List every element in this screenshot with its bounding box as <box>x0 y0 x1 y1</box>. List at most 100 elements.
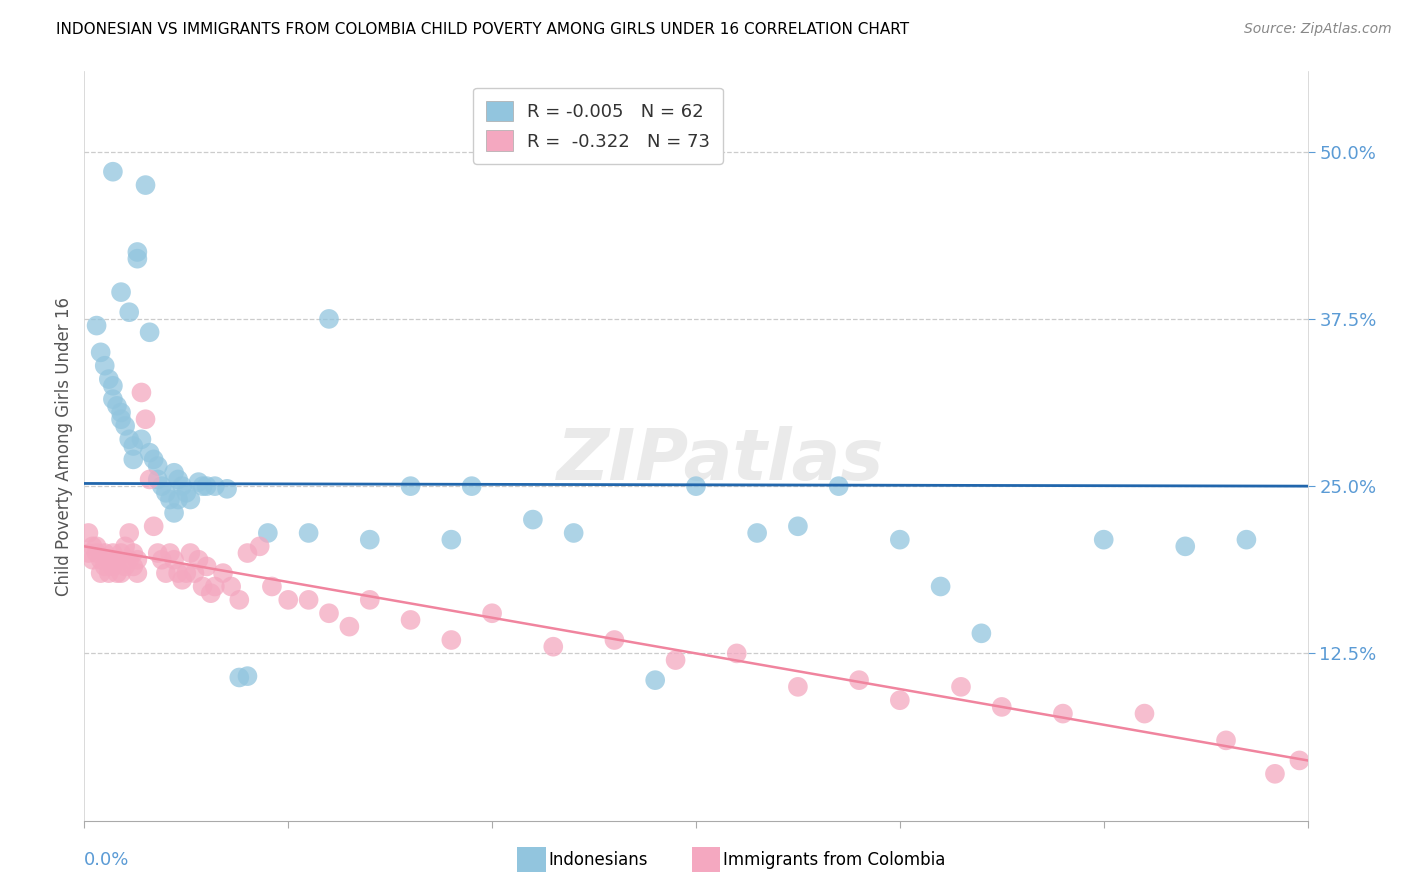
Point <box>122 452 145 467</box>
Point <box>522 513 544 527</box>
Point <box>131 433 153 447</box>
Legend: R = -0.005   N = 62, R =  -0.322   N = 73: R = -0.005 N = 62, R = -0.322 N = 73 <box>474 88 723 164</box>
Point <box>191 479 214 493</box>
Point <box>399 479 422 493</box>
Point <box>644 673 666 688</box>
Point <box>163 553 186 567</box>
Point <box>114 419 136 434</box>
Point <box>138 446 160 460</box>
Point <box>195 479 218 493</box>
Point <box>146 459 169 474</box>
Point <box>1092 533 1115 547</box>
Point <box>183 566 205 581</box>
Point <box>122 546 145 560</box>
Point <box>172 479 194 493</box>
Point <box>86 546 108 560</box>
Point <box>127 566 149 581</box>
Y-axis label: Child Poverty Among Girls Under 16: Child Poverty Among Girls Under 16 <box>55 296 73 596</box>
Point <box>142 519 165 533</box>
Point <box>191 580 214 594</box>
Point <box>828 479 851 493</box>
Point <box>82 553 104 567</box>
Point <box>135 412 157 426</box>
Point <box>150 479 173 493</box>
Point <box>93 559 115 574</box>
Point <box>172 573 194 587</box>
Point <box>86 539 108 553</box>
Point <box>359 533 381 547</box>
Point <box>110 412 132 426</box>
Point <box>150 553 173 567</box>
Point <box>127 553 149 567</box>
Point <box>298 593 321 607</box>
Point <box>1052 706 1074 721</box>
Text: 0.0%: 0.0% <box>84 851 129 869</box>
Point <box>163 506 186 520</box>
Point <box>970 626 993 640</box>
Point <box>236 669 259 683</box>
Point <box>889 693 911 707</box>
Point <box>114 539 136 553</box>
Point <box>90 345 112 359</box>
Point <box>167 492 190 507</box>
Point <box>257 526 280 541</box>
Point <box>118 526 141 541</box>
Point <box>167 473 190 487</box>
Point <box>1133 706 1156 721</box>
Point <box>131 385 153 400</box>
Point <box>90 566 112 581</box>
Point <box>101 546 124 560</box>
Point <box>93 546 115 560</box>
Point <box>217 482 239 496</box>
Point <box>101 559 124 574</box>
Point <box>747 526 769 541</box>
Point <box>174 566 197 581</box>
Point <box>543 640 565 654</box>
Point <box>122 559 145 574</box>
Point <box>195 559 218 574</box>
Point <box>179 546 201 560</box>
Point <box>929 580 952 594</box>
Point <box>82 539 104 553</box>
Point <box>135 178 157 193</box>
Point <box>787 519 810 533</box>
Point <box>163 466 186 480</box>
Point <box>155 566 177 581</box>
Point <box>101 392 124 407</box>
Point <box>440 533 463 547</box>
Point <box>93 359 115 373</box>
Point <box>77 546 100 560</box>
Point <box>848 673 870 688</box>
Point <box>228 593 250 607</box>
Point <box>118 305 141 319</box>
Point <box>110 546 132 560</box>
Text: Immigrants from Colombia: Immigrants from Colombia <box>723 851 945 869</box>
Point <box>204 479 226 493</box>
Point <box>97 553 120 567</box>
Point <box>889 533 911 547</box>
Point <box>1264 767 1286 781</box>
Point <box>603 633 626 648</box>
Point <box>142 452 165 467</box>
Point <box>101 379 124 393</box>
Point <box>204 580 226 594</box>
Point <box>118 433 141 447</box>
Point <box>665 653 688 667</box>
Point <box>1236 533 1258 547</box>
Point <box>228 671 250 685</box>
Point <box>138 326 160 340</box>
Point <box>138 473 160 487</box>
Point <box>77 526 100 541</box>
Point <box>461 479 484 493</box>
Point <box>725 646 748 660</box>
Point <box>187 553 209 567</box>
Point <box>159 492 181 507</box>
Point <box>219 580 242 594</box>
Point <box>318 312 340 326</box>
Point <box>105 553 128 567</box>
Point <box>277 593 299 607</box>
Point <box>249 539 271 553</box>
Point <box>200 586 222 600</box>
Point <box>155 486 177 500</box>
Point <box>110 406 132 420</box>
